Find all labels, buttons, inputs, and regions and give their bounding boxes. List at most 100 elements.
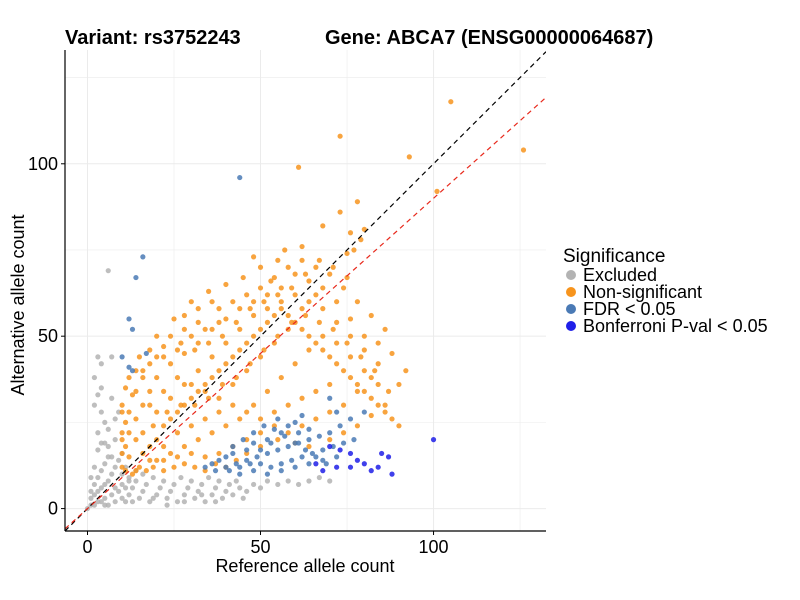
point-bonferroni-p-val-0-05 [327, 443, 333, 450]
point-non-significant [271, 312, 277, 319]
point-non-significant [313, 292, 319, 298]
point-fdr-0-05 [237, 174, 243, 181]
point-non-significant [237, 416, 243, 422]
point-bonferroni-p-val-0-05 [337, 447, 343, 453]
point-non-significant [150, 423, 156, 429]
point-excluded [161, 478, 167, 484]
point-excluded [88, 474, 94, 481]
point-non-significant [136, 354, 142, 360]
point-excluded [285, 478, 291, 484]
point-excluded [199, 492, 205, 498]
point-non-significant [264, 292, 271, 298]
point-non-significant [154, 333, 160, 339]
point-excluded [212, 485, 219, 491]
point-excluded [98, 385, 104, 391]
point-fdr-0-05 [275, 447, 281, 453]
point-non-significant [396, 423, 402, 429]
point-fdr-0-05 [226, 468, 232, 474]
point-non-significant [147, 347, 153, 353]
point-non-significant [167, 416, 174, 422]
point-bonferroni-p-val-0-05 [430, 437, 437, 443]
point-non-significant [154, 457, 160, 463]
point-non-significant [244, 368, 250, 374]
point-non-significant [202, 381, 208, 388]
point-non-significant [167, 361, 174, 367]
point-excluded [122, 499, 129, 505]
point-non-significant [316, 319, 322, 325]
point-non-significant [278, 285, 284, 291]
point-non-significant [219, 381, 226, 388]
point-non-significant [147, 402, 153, 408]
point-bonferroni-p-val-0-05 [354, 457, 361, 463]
y-tick-label: 100 [28, 154, 58, 174]
point-non-significant [119, 437, 125, 443]
point-excluded [143, 481, 149, 488]
point-non-significant [275, 257, 281, 263]
point-non-significant [209, 354, 215, 360]
point-excluded [174, 499, 181, 505]
point-non-significant [206, 340, 212, 346]
point-non-significant [285, 312, 291, 319]
legend-swatch-non-significant [566, 287, 576, 297]
point-excluded [164, 502, 170, 508]
legend-label-bonferroni: Bonferroni P-val < 0.05 [583, 316, 768, 336]
point-non-significant [216, 319, 222, 325]
point-non-significant [313, 416, 319, 422]
point-excluded [122, 485, 129, 491]
point-excluded [109, 471, 115, 477]
point-non-significant [347, 230, 354, 236]
point-non-significant [361, 368, 367, 374]
point-excluded [112, 416, 118, 422]
point-non-significant [375, 381, 381, 388]
point-non-significant [216, 368, 222, 374]
point-fdr-0-05 [306, 461, 312, 467]
point-non-significant [316, 257, 322, 263]
point-excluded [91, 464, 98, 470]
point-non-significant [354, 423, 361, 429]
point-bonferroni-p-val-0-05 [347, 450, 354, 457]
point-non-significant [520, 147, 527, 153]
point-non-significant [174, 374, 181, 381]
point-excluded [119, 481, 125, 488]
point-non-significant [382, 409, 388, 415]
point-fdr-0-05 [306, 437, 312, 443]
point-non-significant [396, 381, 402, 388]
point-non-significant [161, 443, 167, 450]
point-fdr-0-05 [299, 412, 305, 419]
point-non-significant [230, 299, 236, 305]
point-excluded [295, 481, 302, 488]
point-excluded [105, 443, 111, 450]
point-excluded [195, 488, 201, 494]
point-excluded [91, 492, 98, 498]
point-non-significant [140, 374, 146, 381]
point-excluded [95, 447, 101, 453]
point-excluded [178, 474, 184, 481]
point-fdr-0-05 [254, 454, 260, 460]
point-fdr-0-05 [250, 468, 257, 474]
point-excluded [98, 468, 104, 474]
point-non-significant [209, 374, 215, 381]
point-fdr-0-05 [327, 430, 333, 436]
point-non-significant [223, 423, 229, 429]
point-non-significant [150, 464, 156, 470]
point-non-significant [126, 430, 132, 436]
point-fdr-0-05 [140, 254, 146, 260]
point-non-significant [181, 350, 187, 357]
point-non-significant [219, 333, 226, 339]
point-non-significant [448, 99, 454, 105]
point-fdr-0-05 [271, 426, 277, 432]
point-fdr-0-05 [250, 430, 257, 436]
legend-label-fdr: FDR < 0.05 [583, 299, 676, 319]
point-non-significant [289, 285, 295, 291]
point-non-significant [147, 457, 153, 463]
point-excluded [105, 478, 111, 484]
point-non-significant [354, 388, 361, 394]
point-fdr-0-05 [320, 457, 326, 463]
point-non-significant [147, 361, 153, 367]
point-non-significant [202, 416, 208, 422]
point-non-significant [257, 285, 264, 291]
point-excluded [233, 478, 239, 484]
point-non-significant [257, 430, 264, 436]
point-non-significant [161, 423, 167, 429]
point-bonferroni-p-val-0-05 [320, 468, 326, 474]
